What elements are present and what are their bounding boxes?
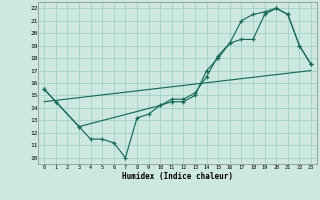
X-axis label: Humidex (Indice chaleur): Humidex (Indice chaleur) xyxy=(122,172,233,181)
